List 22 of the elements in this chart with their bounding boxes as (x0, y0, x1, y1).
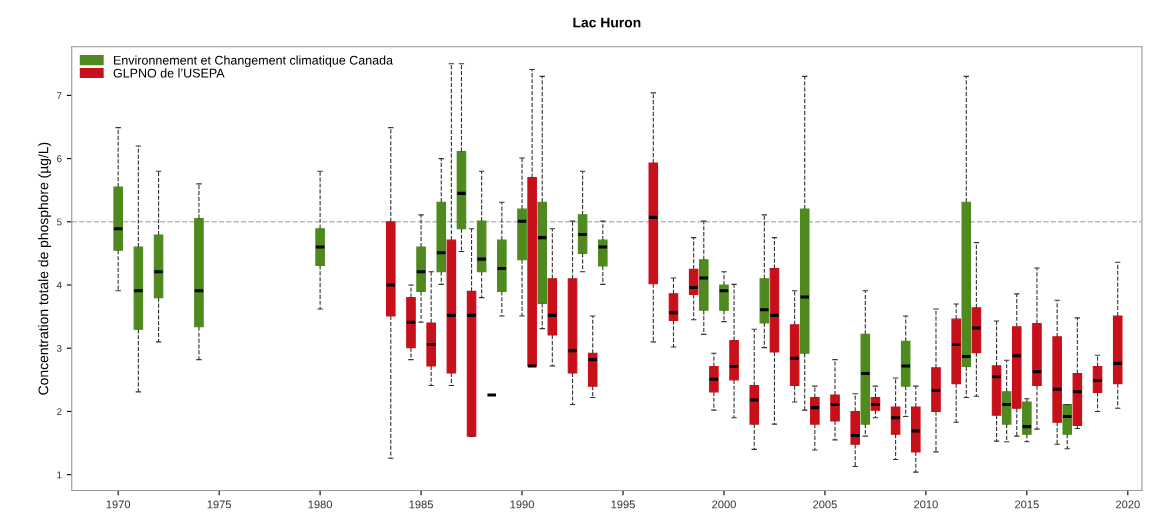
y-tick-label: 2 (57, 408, 62, 415)
y-tick-label: 5 (56, 218, 62, 226)
legend-label: GLPNO de l’USEPA (113, 68, 225, 78)
y-tick-label: 4 (56, 281, 62, 289)
x-tick-label: 1990 (510, 500, 534, 509)
chart-title: Lac Huron (573, 17, 641, 28)
x-tick-label: 1995 (611, 500, 635, 509)
x-tick-label: 2015 (1015, 500, 1039, 509)
y-tick-label: 3 (56, 344, 62, 352)
y-tick-label: 7 (57, 92, 62, 99)
x-tick-label: 2005 (813, 500, 837, 509)
y-axis-title: Concentration totale de phosphore (µg/L) (38, 142, 52, 395)
x-tick-label: 2020 (1116, 500, 1140, 509)
y-tick-label: 1 (57, 471, 62, 479)
y-tick-label: 6 (57, 155, 62, 163)
x-tick-label: 2010 (914, 500, 938, 509)
x-tick-label: 1980 (308, 500, 333, 509)
x-tick-label: 1970 (106, 500, 131, 509)
x-tick-label: 1985 (409, 500, 433, 509)
x-tick-label: 2000 (712, 500, 736, 509)
x-tick-label: 1975 (207, 500, 232, 509)
legend-label: Environnement et Changement climatique Canada (114, 55, 394, 68)
